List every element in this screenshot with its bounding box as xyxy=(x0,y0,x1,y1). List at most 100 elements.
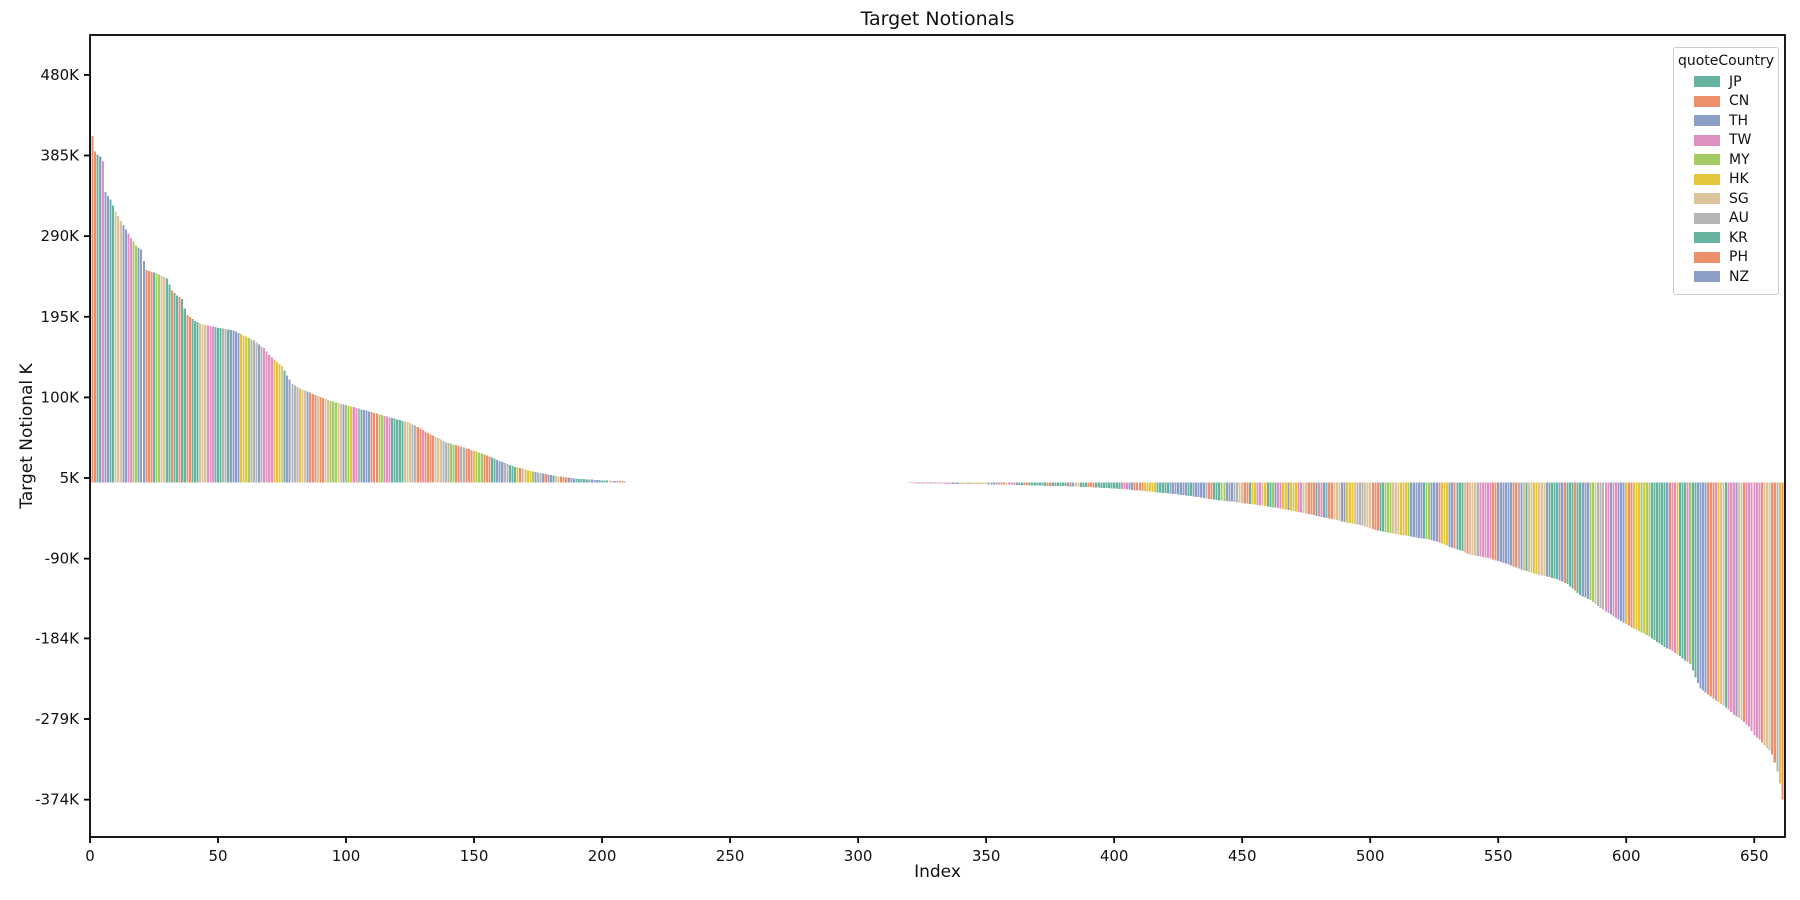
bar xyxy=(1394,482,1397,535)
bar xyxy=(1187,482,1190,496)
bar xyxy=(1256,482,1259,505)
bar xyxy=(959,482,962,484)
bar xyxy=(1405,482,1408,536)
bar xyxy=(245,336,248,483)
bar xyxy=(1315,482,1318,516)
bar xyxy=(1748,482,1751,727)
bar xyxy=(1658,482,1661,644)
bar xyxy=(1458,482,1461,551)
bar xyxy=(595,479,598,483)
bar xyxy=(1563,482,1566,583)
x-tick-label: 500 xyxy=(1356,847,1385,865)
bar xyxy=(278,364,281,483)
bar xyxy=(1269,482,1272,507)
bar xyxy=(578,478,581,483)
bar xyxy=(1525,482,1528,572)
bar xyxy=(1110,482,1113,489)
bar xyxy=(1079,482,1082,487)
bar xyxy=(1261,482,1264,506)
bar xyxy=(109,199,112,483)
bar xyxy=(1141,482,1144,491)
bar xyxy=(1612,482,1615,617)
bar xyxy=(1673,482,1676,653)
bar xyxy=(1312,482,1315,516)
bar xyxy=(393,418,396,483)
bar xyxy=(273,360,276,483)
bar xyxy=(1666,482,1669,649)
bar xyxy=(1351,482,1354,524)
bar xyxy=(910,482,913,484)
bar xyxy=(1364,482,1367,527)
bar xyxy=(498,460,501,483)
bar xyxy=(534,472,537,483)
bar xyxy=(1671,482,1674,652)
y-tick-label: -374K xyxy=(35,791,80,809)
bar xyxy=(1486,482,1490,558)
bar xyxy=(1758,482,1761,740)
bar xyxy=(519,468,522,483)
bar xyxy=(237,332,240,483)
bar xyxy=(1223,482,1226,501)
bar xyxy=(1279,482,1282,509)
legend-item-HK: HK xyxy=(1674,170,1778,190)
bar xyxy=(1489,482,1492,559)
bar xyxy=(1149,482,1152,492)
bar xyxy=(447,443,450,483)
bar xyxy=(301,389,304,483)
bar xyxy=(1090,482,1093,488)
bar xyxy=(1302,482,1305,513)
bar xyxy=(424,431,427,483)
bar xyxy=(962,482,965,484)
bar xyxy=(1771,482,1774,755)
bar xyxy=(544,473,547,483)
bar xyxy=(129,237,132,483)
bar xyxy=(1031,482,1034,486)
bar xyxy=(1189,482,1193,497)
bar xyxy=(1228,482,1231,502)
bar xyxy=(401,420,404,483)
bar xyxy=(1497,482,1500,562)
bar xyxy=(257,344,261,483)
bar xyxy=(122,225,125,483)
legend-swatch-icon xyxy=(1694,154,1720,166)
bar xyxy=(913,482,916,484)
bar xyxy=(1461,482,1464,552)
bar xyxy=(1305,482,1308,514)
bar xyxy=(442,440,445,483)
bar xyxy=(1492,482,1495,560)
bar xyxy=(557,476,560,483)
bar xyxy=(1115,482,1118,489)
bar xyxy=(1005,482,1008,485)
bar xyxy=(1000,482,1003,485)
bar xyxy=(1358,482,1361,526)
bar xyxy=(1422,482,1426,539)
bar xyxy=(1417,482,1420,538)
bar xyxy=(396,419,399,483)
bar xyxy=(1402,482,1405,536)
bar xyxy=(1448,482,1451,547)
bar xyxy=(1274,482,1277,508)
bar xyxy=(572,478,575,483)
bar xyxy=(1161,482,1164,493)
bar xyxy=(1346,482,1349,523)
bar xyxy=(1589,482,1592,601)
bar xyxy=(603,480,606,483)
bar xyxy=(1207,482,1210,499)
bar xyxy=(1696,482,1699,683)
bar xyxy=(206,325,209,483)
bar xyxy=(204,324,207,483)
bar xyxy=(380,415,383,483)
bar xyxy=(1760,482,1763,743)
bar xyxy=(1049,482,1052,486)
bar xyxy=(977,482,980,485)
bar xyxy=(1018,482,1021,485)
bar xyxy=(618,481,622,483)
bar xyxy=(96,154,99,483)
bar xyxy=(1620,482,1623,622)
bar xyxy=(183,308,186,483)
legend-swatch-icon xyxy=(1694,134,1720,146)
bar xyxy=(391,418,394,483)
bar xyxy=(1420,482,1423,539)
bar xyxy=(1773,482,1776,763)
legend-label: JP xyxy=(1729,73,1742,90)
